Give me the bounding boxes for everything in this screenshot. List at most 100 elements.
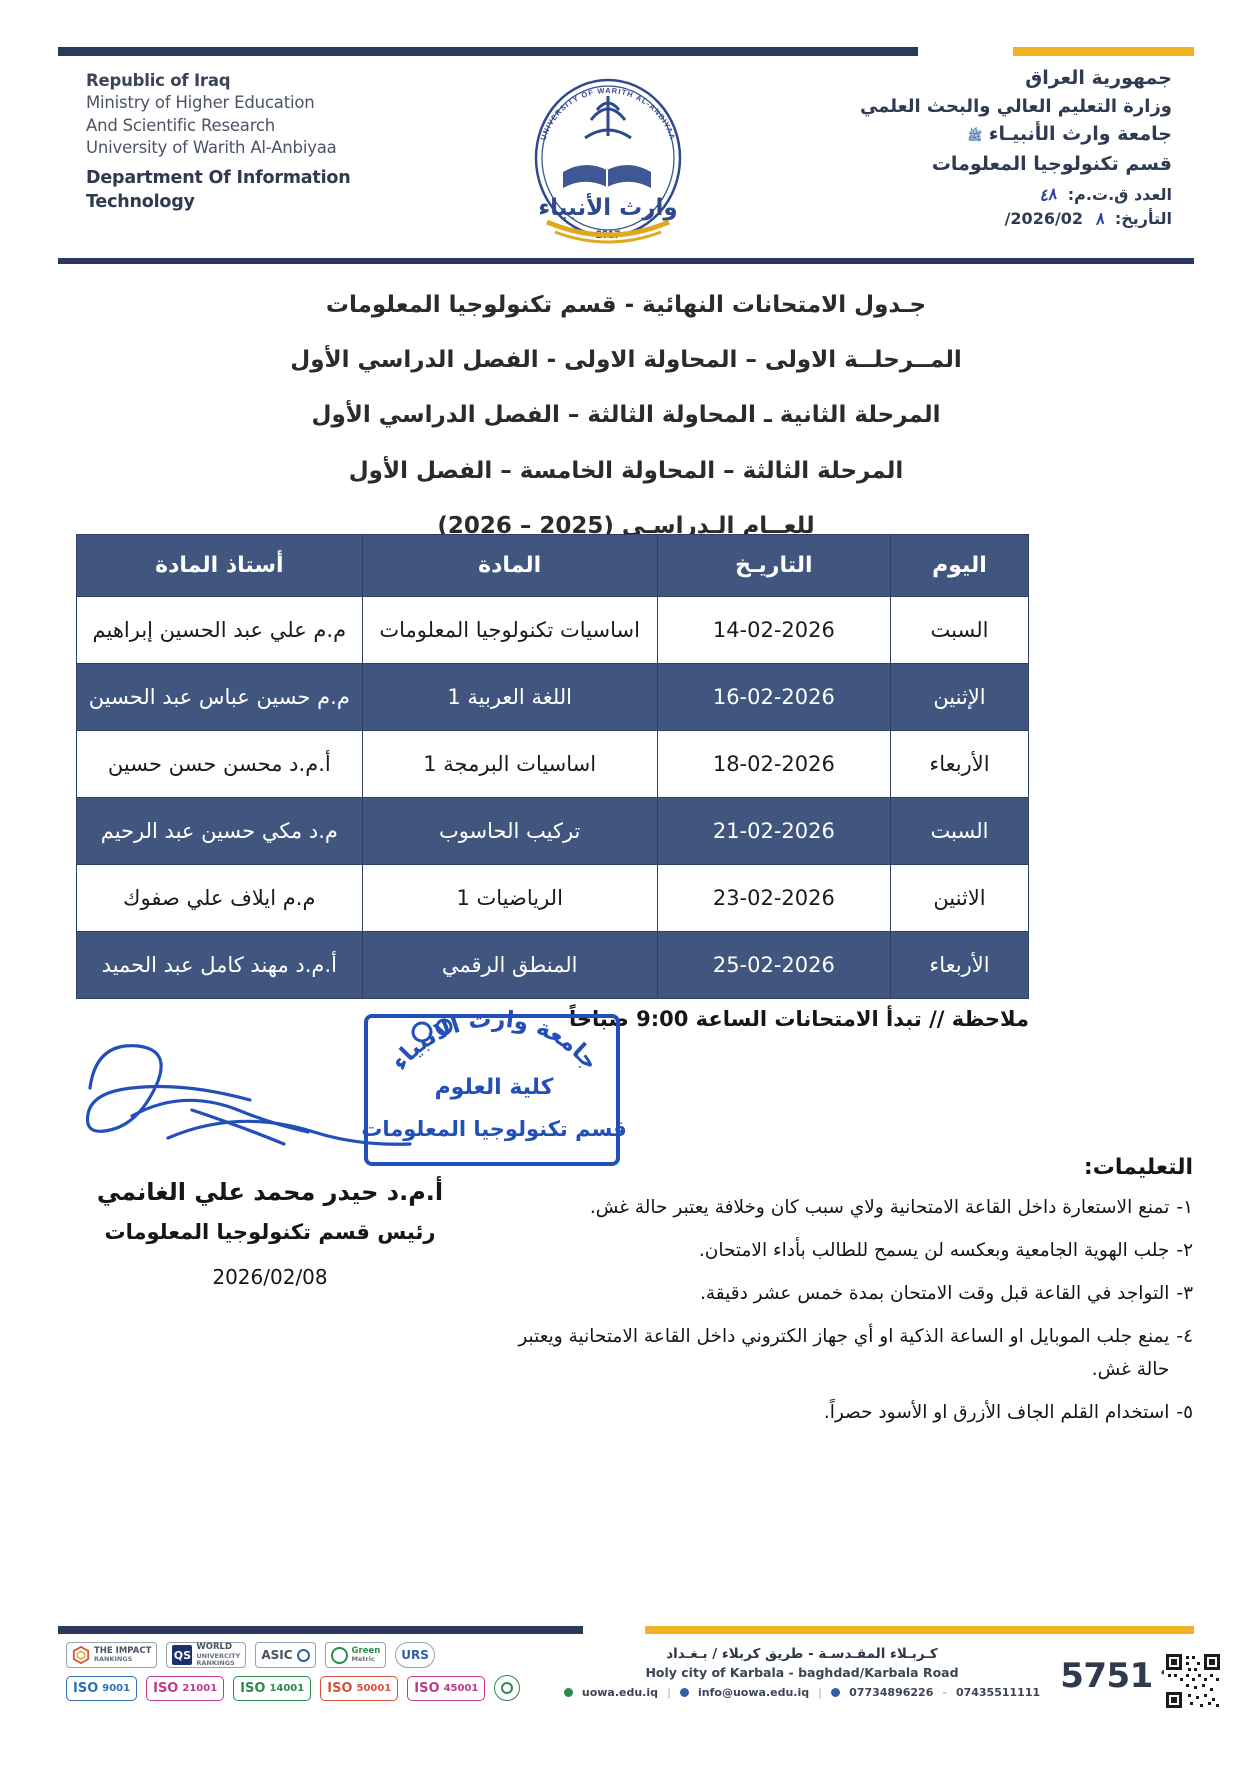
reference-number-label: العدد ق.ت.م: bbox=[1067, 184, 1172, 204]
badges-row-rankings: THE IMPACT RANKINGS QS WORLD UNIVERCITY RAN… bbox=[66, 1642, 566, 1668]
instructions-title: التعليمات: bbox=[1083, 1155, 1193, 1180]
arabic-line-1: جمهورية العراق bbox=[1025, 67, 1172, 89]
cell-subject: المنطق الرقمي bbox=[361, 931, 658, 999]
svg-text:وارث الأنبياء: وارث الأنبياء bbox=[538, 192, 677, 221]
iso-label: ISO bbox=[240, 1680, 266, 1696]
document-footer: THE IMPACT RANKINGS QS WORLD UNIVERCITY RAN… bbox=[58, 1642, 1222, 1752]
department-name-ar: قسم تكنولوجيا المعلومات bbox=[931, 153, 1172, 175]
cell-professor: م.م علي عبد الحسين إبراهيم bbox=[76, 596, 363, 664]
divider-segment-dark bbox=[58, 1626, 583, 1634]
signatory-block: أ.م.د حيدر محمد علي الغانمي رئيس قسم تكن… bbox=[60, 1172, 480, 1289]
signatory-role: رئيس قسم تكنولوجيا المعلومات bbox=[104, 1219, 436, 1244]
instruction-text: جلب الهوية الجامعية وبعكسه لن يسمح للطال… bbox=[698, 1239, 1170, 1261]
reference-number-row: العدد ق.ت.م: ٤٨ bbox=[742, 183, 1172, 207]
university-name-ar: جامعة وارث الأنبيـاء bbox=[988, 122, 1172, 145]
iso-number: 21001 bbox=[182, 1682, 218, 1694]
seal-icon bbox=[501, 1682, 514, 1694]
footer-contact: كـربـلاء المقـدسـة - طريق كربلاء / بـغـد… bbox=[522, 1646, 1082, 1699]
cell-date: 14-02-2026 bbox=[656, 596, 891, 664]
address-english: Holy city of Karbala - baghdad/Karbala R… bbox=[645, 1665, 959, 1680]
iso-label: ISO bbox=[153, 1680, 179, 1696]
english-line-5: Department Of Information bbox=[86, 167, 351, 188]
english-line-4: University of Warith Al-Anbiyaa bbox=[86, 138, 337, 158]
instruction-text: يمنع جلب الموبايل او الساعة الذكية او أي… bbox=[518, 1325, 1170, 1380]
cell-date: 25-02-2026 bbox=[656, 931, 891, 999]
english-line-2: Ministry of Higher Education bbox=[86, 93, 315, 113]
column-header-date: التاريـخ bbox=[656, 534, 891, 597]
title-line-1: جـدول الامتحانات النهائية - قسم تكنولوجي… bbox=[325, 292, 927, 318]
cell-professor: م.م حسين عباس عبد الحسين bbox=[76, 663, 363, 731]
cell-professor: أ.م.د مهند كامل عبد الحميد bbox=[76, 931, 363, 999]
instruction-number: ٢- bbox=[1176, 1239, 1193, 1261]
phone-number-2[interactable]: 07435511111 bbox=[955, 1686, 1041, 1699]
badge-label: THE IMPACT RANKINGS bbox=[94, 1645, 152, 1664]
signature-date: 2026/02/08 bbox=[212, 1264, 328, 1289]
title-line-4: المرحلة الثالثة – المحاولة الخامسة – الف… bbox=[348, 457, 904, 484]
pbuh-glyph: ﷺ bbox=[967, 128, 983, 143]
instruction-number: ٣- bbox=[1176, 1282, 1193, 1304]
instructions-list: ١- تمنع الاستعارة داخل القاعة الامتحانية… bbox=[493, 1192, 1193, 1430]
table-row: السبت 14-02-2026 اساسيات تكنولوجيا المعل… bbox=[76, 596, 1030, 664]
list-item: ٢- جلب الهوية الجامعية وبعكسه لن يسمح لل… bbox=[493, 1235, 1193, 1268]
phone-number-1[interactable]: 07734896226 bbox=[849, 1686, 934, 1699]
letterhead: Republic of Iraq Ministry of Higher Educ… bbox=[58, 62, 1194, 252]
badge-greenmetric: Green Metric bbox=[324, 1642, 387, 1668]
cell-day: الإثنين bbox=[889, 663, 1030, 731]
email-link[interactable]: info@uowa.edu.iq bbox=[698, 1686, 810, 1699]
date-row: التأريخ: ٨ 2026/02/ bbox=[742, 207, 1172, 231]
english-line-6: Technology bbox=[86, 191, 195, 212]
divider-segment-gap bbox=[583, 1626, 645, 1634]
list-item: ٤- يمنع جلب الموبايل او الساعة الذكية او… bbox=[493, 1321, 1193, 1387]
university-logo: UNIVERSITY OF WARITH AL-ANBIYAA وارث الأ… bbox=[513, 50, 703, 265]
table-row: الأربعاء 25-02-2026 المنطق الرقمي أ.م.د … bbox=[76, 931, 1030, 999]
cell-subject: الرياضيات 1 bbox=[361, 864, 658, 932]
qs-icon: QS bbox=[172, 1645, 193, 1665]
divider-segment-gold bbox=[645, 1626, 1194, 1634]
instruction-text: تمنع الاستعارة داخل القاعة الامتحانية ول… bbox=[589, 1197, 1170, 1218]
column-header-day: اليوم bbox=[889, 534, 1030, 597]
divider-segment-gap bbox=[918, 47, 1013, 56]
website-link[interactable]: uowa.edu.iq bbox=[581, 1686, 658, 1699]
instruction-number: ٥- bbox=[1176, 1401, 1193, 1423]
cell-date: 16-02-2026 bbox=[656, 663, 891, 731]
top-divider bbox=[58, 47, 1194, 56]
divider-segment-dark bbox=[58, 47, 918, 56]
badge-label: Green Metric bbox=[351, 1645, 381, 1664]
badge-urs: URS bbox=[395, 1642, 435, 1668]
cell-date: 21-02-2026 bbox=[656, 797, 891, 865]
badge-impact-rankings: THE IMPACT RANKINGS bbox=[66, 1642, 158, 1668]
list-item: ٣- التواجد في القاعة قبل وقت الامتحان بم… bbox=[493, 1278, 1193, 1311]
iso-number: 45001 bbox=[443, 1682, 479, 1694]
date-handwritten-day: ٨ bbox=[1093, 207, 1105, 229]
iso-label: ISO bbox=[327, 1680, 353, 1696]
title-line-3: المرحلة الثانية ـ المحاولة الثالثة – الف… bbox=[311, 402, 941, 429]
cell-professor: م.م ايلاف علي صفوك bbox=[76, 864, 363, 932]
greenmetric-icon bbox=[330, 1646, 348, 1664]
badge-iso-21001: ISO 21001 bbox=[146, 1675, 225, 1701]
badge-iso-50001: ISO 50001 bbox=[320, 1675, 399, 1701]
mail-icon bbox=[680, 1688, 690, 1697]
badge-seal bbox=[494, 1675, 521, 1701]
svg-text:قسم تكنولوجيا المعلومات: قسم تكنولوجيا المعلومات bbox=[361, 1117, 626, 1141]
contact-links: uowa.edu.iq | info@uowa.edu.iq | 0773489… bbox=[522, 1686, 1082, 1699]
globe-icon bbox=[563, 1688, 573, 1697]
cell-day: الأربعاء bbox=[889, 931, 1030, 999]
exam-schedule-table-wrapper: اليوم التاريـخ المادة أستاذ المادة السبت… bbox=[76, 534, 1030, 999]
cell-date: 18-02-2026 bbox=[656, 730, 891, 798]
english-line-1: Republic of Iraq bbox=[86, 71, 231, 90]
header-bottom-divider bbox=[58, 258, 1194, 264]
badge-qs-rankings: QS WORLD UNIVERCITY RANKINGS bbox=[166, 1642, 247, 1668]
badges-row-iso: ISO 9001 ISO 21001 ISO 14001 ISO 50001 I… bbox=[66, 1675, 566, 1701]
iso-number: 9001 bbox=[102, 1682, 131, 1694]
iso-label: ISO bbox=[73, 1680, 99, 1696]
cell-professor: م.د مكي حسين عبد الرحيم bbox=[76, 797, 363, 865]
instruction-number: ١- bbox=[1176, 1197, 1193, 1218]
exam-start-note: ملاحظة // تبدأ الامتحانات الساعة 9:00 صب… bbox=[568, 1007, 1029, 1031]
table-header-row: اليوم التاريـخ المادة أستاذ المادة bbox=[76, 534, 1030, 597]
address-arabic: كـربـلاء المقـدسـة - طريق كربلاء / بـغـد… bbox=[666, 1646, 938, 1662]
phone-small-icon bbox=[831, 1688, 841, 1697]
signatory-name: أ.م.د حيدر محمد علي الغانمي bbox=[96, 1178, 444, 1206]
title-line-2: المــرحلــة الاولى – المحاولة الاولى - ا… bbox=[290, 347, 962, 374]
badge-iso-9001: ISO 9001 bbox=[66, 1675, 138, 1701]
